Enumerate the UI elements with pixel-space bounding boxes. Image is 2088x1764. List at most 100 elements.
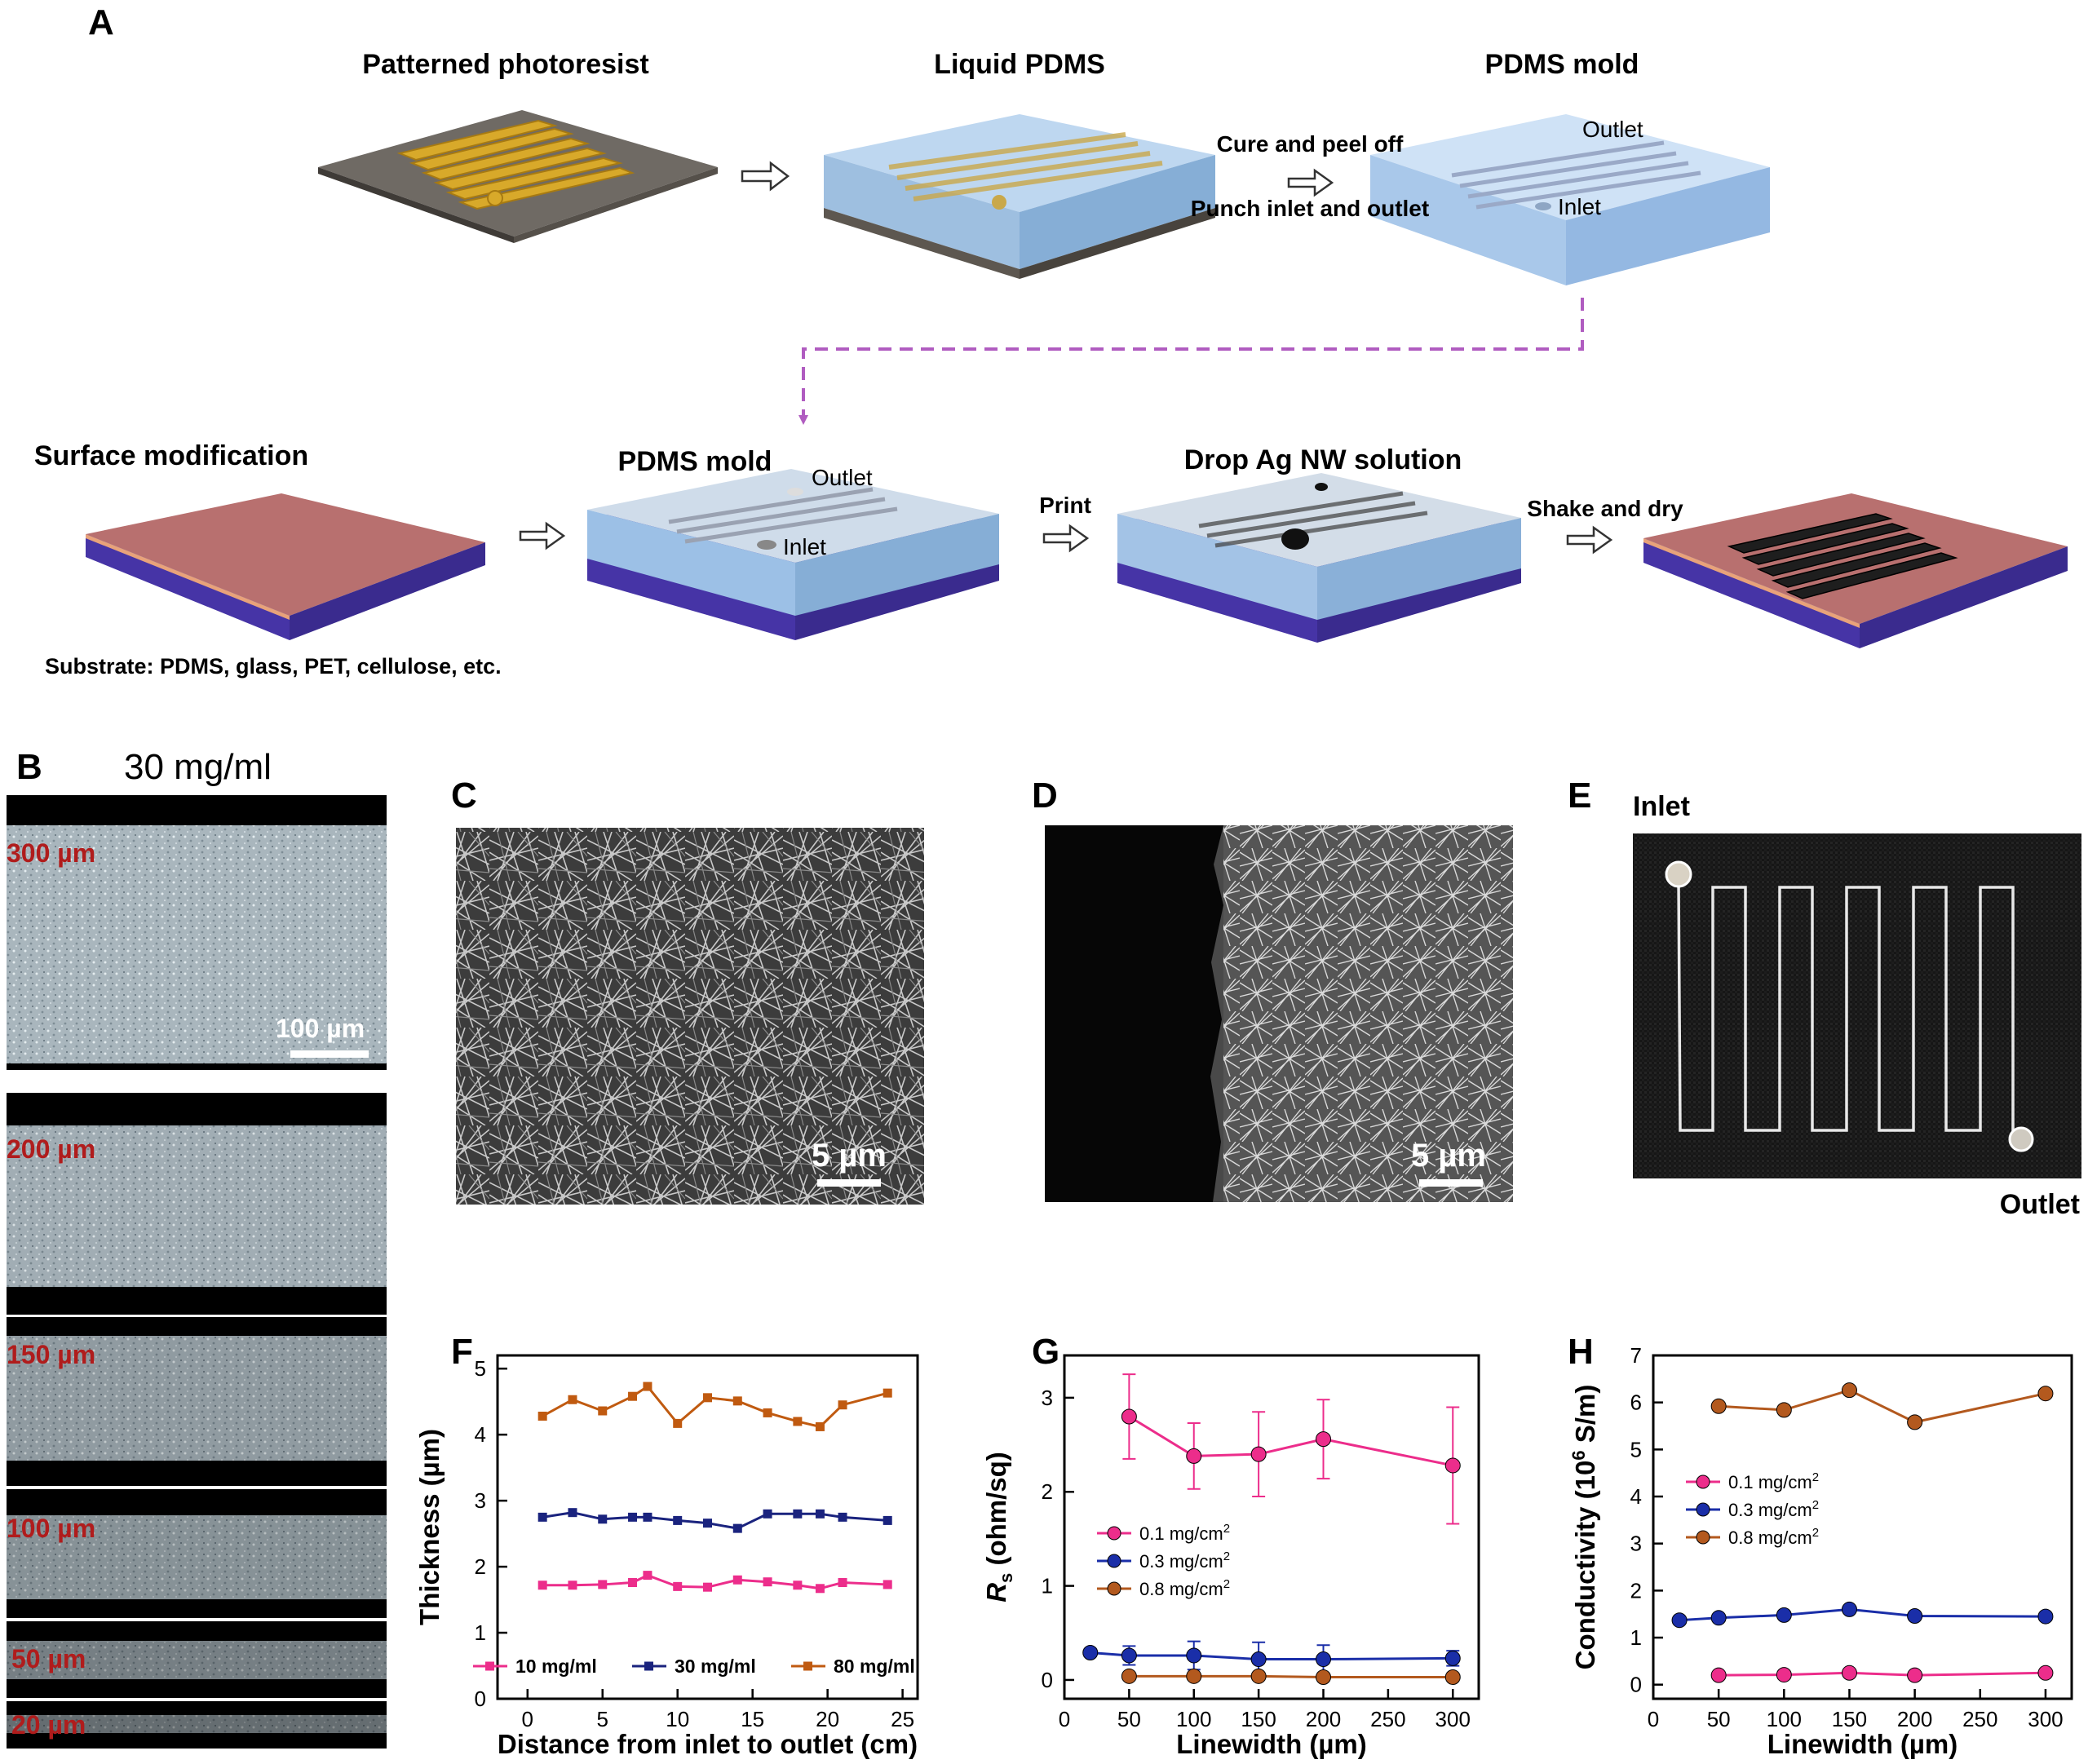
chart-g-point [1444,1650,1461,1666]
chart-g-xtick-label: 150 [1241,1707,1276,1731]
chart-h-xtick-label: 100 [1767,1707,1802,1731]
chart-f-point [673,1418,683,1428]
chart-g-xtick-label: 250 [1370,1707,1405,1731]
chart-f-point [628,1578,638,1588]
chart-g: 0 50 100 150 200 250 300 0 1 2 3 Linewidth (µm) Rs (… [981,1354,1480,1759]
sem-image-c [456,828,924,1205]
chart-f-point [883,1580,892,1589]
chart-f-ytick-label: 1 [475,1620,486,1645]
panel-b-label: B [16,747,42,787]
chart-g-point [1186,1448,1202,1464]
chart-f-point [815,1421,825,1431]
chart-h-point [1710,1667,1727,1683]
chart-f-point [568,1395,577,1404]
chart-g-xlabel: Linewidth (µm) [1176,1729,1366,1759]
chart-h-ytick-label: 2 [1630,1578,1642,1603]
chart-f-point [598,1406,608,1416]
chart-h-xtick-label: 150 [1832,1707,1867,1731]
chart-f-frame [496,1354,919,1700]
chart-f-point [628,1391,638,1401]
chart-f-point [537,1512,547,1522]
chart-f-point [793,1509,803,1519]
chart-h-series-line-0 [1719,1671,2046,1677]
chart-f-point [838,1578,847,1588]
chart-h-xtick-label: 0 [1648,1707,1659,1731]
chart-h-point [1776,1402,1792,1418]
arrow-3 [519,521,566,550]
chart-f-xtick-label: 20 [816,1707,839,1731]
sem-image-d-wires [1223,825,1513,1202]
chart-h: 0 50 100 150 200 250 300 0 1 2 3 4 5 6 7 Linewidth (µm)… [1568,1343,2073,1759]
chart-h-ytick-label: 4 [1630,1484,1642,1509]
chart-h-ylabel: Conductivity (106 S/m) [1568,1385,1600,1670]
panel-b-concentration: 30 mg/ml [124,747,272,787]
panel-e: E Inlet Outlet [1568,776,2081,1220]
label-shake-dry: Shake and dry [1527,496,1683,521]
chart-g-xtick-label: 300 [1436,1707,1471,1731]
label-print: Print [1039,493,1091,518]
chart-h-frame [1652,1354,2073,1700]
chart-g-point [1444,1457,1461,1474]
chart-h-legend-label: 0.3 mg/cm2 [1728,1498,1819,1520]
linewidth-label-300: 300 µm [7,838,95,868]
chart-f-point [732,1575,742,1585]
chart-h-series-line-1 [1679,1607,2046,1622]
chart-h-legend-marker [1696,1474,1710,1489]
chart-g-point [1121,1408,1137,1425]
chart-g-legend-marker [1107,1581,1121,1596]
optical-strip-20 [7,1701,387,1749]
panel-c-scale-bar [817,1179,881,1187]
photoresist-illustration [318,110,718,243]
chart-g-series-line-1 [1090,1651,1453,1661]
chart-g-xtick-label: 50 [1117,1707,1141,1731]
arrow-5 [1566,525,1613,555]
optical-strip-300 [7,795,387,1070]
chart-f-point [643,1571,652,1581]
chart-h-xtick-label: 300 [2028,1707,2063,1731]
chart-f-legend-marker [485,1661,494,1671]
chart-f-point [883,1515,892,1525]
printed-serpentine-line [1677,880,2024,1132]
chart-f-ytick-label: 2 [475,1554,486,1579]
chart-f-xtick-label: 25 [891,1707,914,1731]
label-cure-peel: Cure and peel off [1217,131,1404,157]
panel-g-label: G [1032,1332,1059,1372]
chart-h-xtick-label: 50 [1707,1707,1731,1731]
chart-f-point [598,1514,608,1524]
chart-h-point [1841,1601,1857,1617]
dashed-connector-arrow [798,298,1584,425]
linewidth-label-200: 200 µm [7,1134,95,1164]
chart-h-point [2037,1665,2054,1681]
title-pdms-mold-bottom: PDMS mold [618,446,772,477]
chart-f-series-line-1 [542,1511,888,1530]
chart-f-series-line-2 [542,1385,888,1429]
photo-e [1633,833,2081,1178]
chart-h-point [2037,1386,2054,1402]
label-punch: Punch inlet and outlet [1191,196,1429,221]
panel-h-label: H [1568,1332,1594,1372]
chart-h-ytick-label: 3 [1630,1532,1642,1556]
chart-g-point [1186,1647,1202,1664]
optical-strip-150 [7,1317,387,1486]
chart-f-point [598,1580,608,1589]
chart-h-ytick-label: 5 [1630,1437,1642,1461]
optical-strip-200 [7,1093,387,1315]
chart-g-ytick-label: 2 [1042,1479,1053,1504]
chart-f-xtick-label: 10 [666,1707,689,1731]
chart-g-point [1186,1668,1202,1684]
panel-b-scale-bar [290,1050,369,1058]
chart-f-point [815,1584,825,1594]
chart-f-point [815,1509,825,1519]
chart-h-point [1671,1612,1688,1629]
title-pdms-mold-top: PDMS mold [1485,49,1639,80]
chart-f-point [793,1581,803,1590]
chart-g-legend-marker [1107,1554,1121,1568]
chart-f-point [703,1582,712,1592]
chart-h-legend-marker [1696,1530,1710,1545]
chart-g-point [1250,1668,1267,1684]
chart-f-ytick-label: 5 [475,1356,486,1381]
chart-f-point [838,1400,847,1410]
chart-h-xtick-label: 200 [1897,1707,1932,1731]
linewidth-label-20: 20 µm [11,1710,86,1740]
chart-g-ylabel: Rs (ohm/sq) [981,1452,1016,1603]
